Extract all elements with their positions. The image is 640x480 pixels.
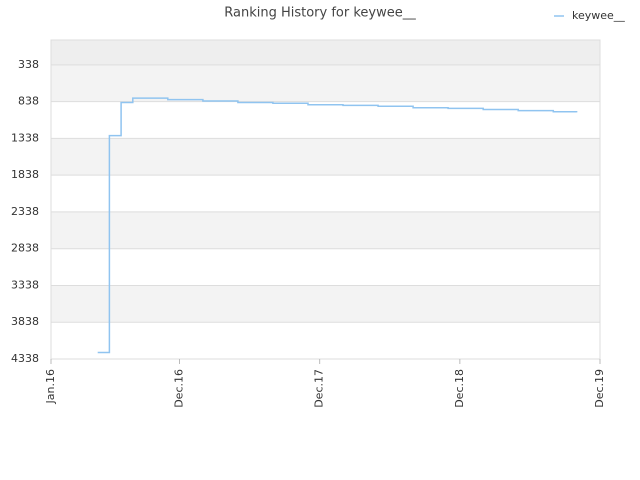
y-tick-label: 338	[18, 58, 39, 71]
plot-band	[51, 175, 600, 212]
data-line	[97, 97, 578, 354]
y-tick-label: 1838	[11, 168, 39, 181]
chart-title: Ranking History for keywee__	[224, 6, 416, 21]
y-tick-label: 1338	[11, 131, 39, 144]
y-tick-label: 3838	[11, 315, 39, 328]
plot-band	[51, 211, 600, 249]
plot-border	[50, 39, 601, 360]
x-tick-label: Dec.16	[172, 369, 185, 408]
y-tick-label: 4338	[11, 352, 39, 365]
plot-band	[51, 101, 600, 139]
plot-band	[51, 138, 600, 176]
legend-label: keywee__	[572, 9, 625, 22]
plot-band	[51, 64, 600, 102]
x-tick-label: Dec.17	[313, 369, 326, 408]
plot-band	[51, 40, 600, 65]
y-tick-label: 2838	[11, 242, 39, 255]
plot-band	[51, 322, 600, 359]
plot-band	[51, 248, 600, 286]
plot-band	[51, 285, 600, 323]
y-tick-label: 3338	[11, 278, 39, 291]
y-tick-label: 838	[18, 95, 39, 108]
x-tick-label: Dec.19	[593, 369, 606, 408]
x-tick-label: Dec.18	[453, 369, 466, 408]
x-tick-label: Jan.16	[44, 369, 57, 404]
y-tick-label: 2338	[11, 205, 39, 218]
